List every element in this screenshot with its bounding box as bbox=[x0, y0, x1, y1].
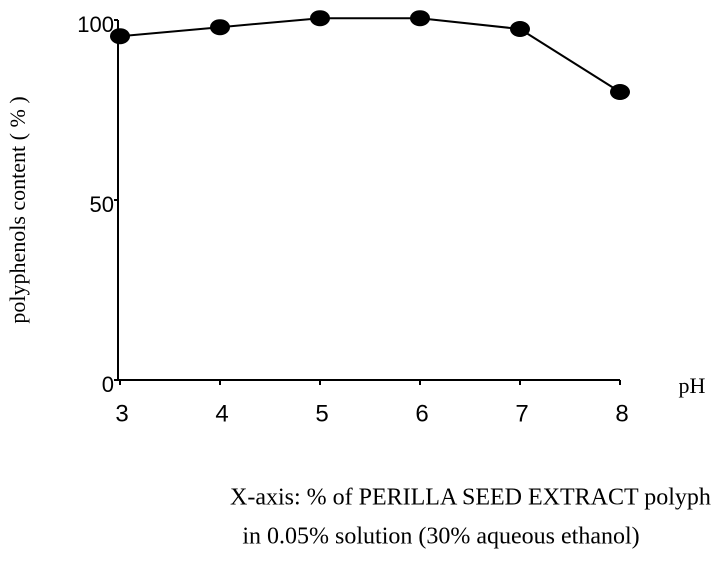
y-tick-label: 100 bbox=[77, 12, 114, 37]
data-point bbox=[210, 19, 230, 36]
caption-line: X-axis: % of PERILLA SEED EXTRACT polyph… bbox=[230, 485, 711, 511]
caption-line: in 0.05% solution (30% aqueous ethanol) bbox=[242, 524, 639, 550]
data-point bbox=[610, 84, 630, 100]
x-tick-label: 8 bbox=[615, 400, 628, 427]
data-point bbox=[110, 28, 130, 45]
y-tick-label: 0 bbox=[102, 372, 114, 397]
x-tick-label: 7 bbox=[515, 400, 528, 427]
x-tick-label: 6 bbox=[415, 400, 428, 427]
x-tick-label: 4 bbox=[215, 400, 228, 427]
y-axis-label: polyphenols content ( % ) bbox=[5, 96, 30, 323]
y-tick-label: 50 bbox=[90, 192, 114, 217]
data-point bbox=[510, 21, 530, 37]
data-point bbox=[310, 10, 330, 27]
series-line bbox=[119, 17, 621, 93]
x-tick-label: 3 bbox=[115, 400, 128, 427]
x-tick-label: 5 bbox=[315, 400, 328, 427]
data-point bbox=[410, 10, 430, 27]
x-axis-label: pH bbox=[679, 373, 706, 398]
